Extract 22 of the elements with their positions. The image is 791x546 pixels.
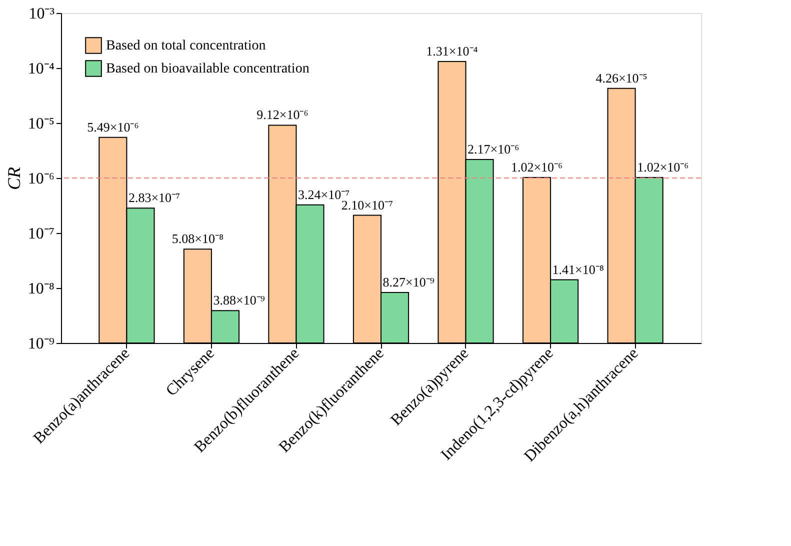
y-tick-label: 10⁻⁹	[28, 336, 55, 352]
data-label: 1.02×10⁻⁶	[510, 160, 563, 175]
y-axis-title: CR	[4, 166, 24, 190]
data-label: 2.83×10⁻⁷	[128, 190, 180, 206]
y-tick-label: 10⁻⁸	[28, 280, 54, 298]
data-label: 4.26×10⁻⁵	[596, 70, 648, 86]
y-tick-label: 10⁻³	[28, 6, 55, 22]
y-tick-label: 10⁻⁶	[28, 170, 54, 188]
data-label: 5.08×10⁻⁸	[172, 231, 224, 246]
data-label: 3.88×10⁻⁹	[213, 292, 266, 308]
y-tick-label: 10⁻⁷	[28, 226, 54, 242]
y-tick-label: 10⁻⁵	[28, 116, 54, 132]
legend-label: Based on total concentration	[106, 38, 266, 54]
data-label: 5.49×10⁻⁶	[87, 119, 139, 134]
data-label: 1.41×10⁻⁸	[552, 262, 604, 277]
legend-label: Based on bioavailable concentration	[106, 62, 310, 76]
data-label: 8.27×10⁻⁹	[382, 274, 435, 290]
data-label: 2.17×10⁻⁶	[468, 141, 520, 156]
data-label: 1.31×10⁻⁴	[426, 44, 478, 59]
y-tick-label: 10⁻⁴	[28, 60, 55, 78]
data-label: 9.12×10⁻⁶	[256, 107, 308, 122]
data-label: 1.02×10⁻⁶	[637, 160, 689, 175]
